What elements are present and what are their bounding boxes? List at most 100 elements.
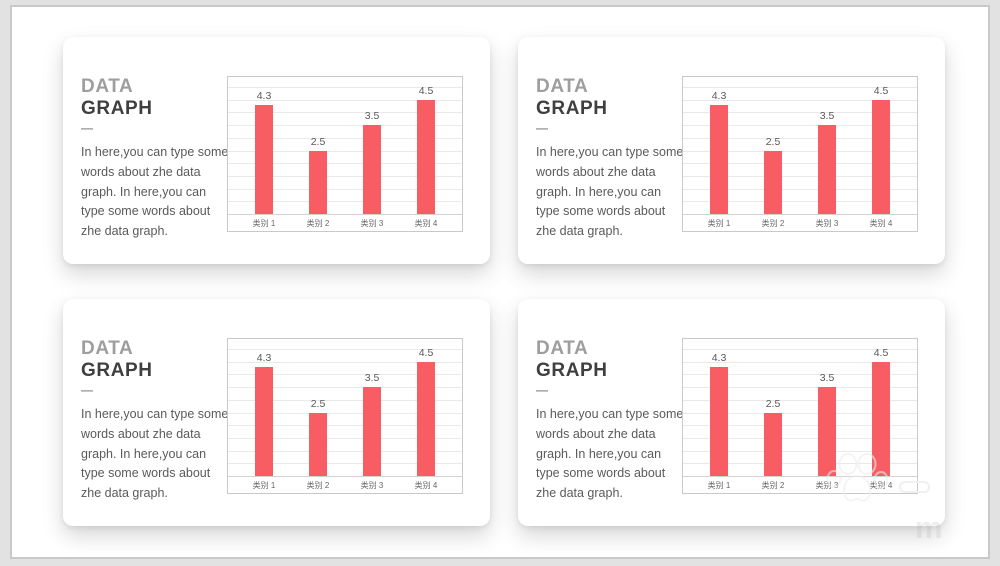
card-body-text: In here,you can type some words about zh…: [536, 407, 684, 501]
category-label: 类别 1: [707, 219, 731, 228]
chart-gridline: [683, 163, 917, 165]
chart-gridline: [228, 412, 462, 414]
chart-gridline: [683, 201, 917, 203]
chart-gridline: [683, 188, 917, 190]
chart-gridline: [683, 476, 917, 477]
chart-bar: [872, 361, 890, 476]
data-graph-card: DATA GRAPH — In here,you can type some w…: [63, 299, 490, 526]
chart-gridline: [683, 112, 917, 114]
card-title-dark: GRAPH: [81, 360, 153, 381]
category-label: 类别 4: [414, 481, 438, 490]
category-label: 类别 1: [707, 481, 731, 490]
chart-bar: [710, 104, 728, 214]
bar-value-label: 4.5: [873, 346, 889, 359]
chart-bar: [818, 387, 836, 476]
watermark-pill-shape: [899, 481, 930, 493]
card-title-gray: DATA: [81, 76, 134, 97]
card-title-gray: DATA: [81, 338, 134, 359]
bar-chart: 4.3 类别 1 2.5 类别 2 3.5 类别 3 4.5 类别 4: [682, 338, 918, 494]
bar-value-label: 4.5: [418, 84, 434, 97]
category-label: 类别 1: [252, 481, 276, 490]
chart-gridline: [683, 412, 917, 414]
chart-bar: [872, 99, 890, 214]
card-text-block: DATA GRAPH — In here,you can type some w…: [81, 76, 231, 242]
chart-bar: [309, 412, 327, 476]
chart-gridline: [228, 374, 462, 376]
watermark-letter: m: [915, 510, 943, 545]
chart-bar: [255, 366, 273, 476]
bar-value-label: 2.5: [310, 135, 326, 148]
title-divider-dash: —: [81, 121, 93, 135]
category-label: 类别 3: [815, 481, 839, 490]
category-label: 类别 4: [414, 219, 438, 228]
card-body-text: In here,you can type some words about zh…: [81, 407, 229, 501]
chart-gridline: [228, 87, 462, 88]
chart-bar: [818, 125, 836, 214]
data-graph-card: DATA GRAPH — In here,you can type some w…: [518, 299, 945, 526]
chart-gridline: [683, 125, 917, 127]
card-text-block: DATA GRAPH — In here,you can type some w…: [81, 338, 231, 504]
bar-chart: 4.3 类别 1 2.5 类别 2 3.5 类别 3 4.5 类别 4: [682, 76, 918, 232]
bar-value-label: 4.3: [256, 89, 272, 102]
paw-print-icon: [826, 453, 888, 502]
chart-gridline: [228, 125, 462, 127]
category-label: 类别 1: [252, 219, 276, 228]
bar-chart: 4.3 类别 1 2.5 类别 2 3.5 类别 3 4.5 类别 4: [227, 338, 463, 494]
category-label: 类别 2: [306, 219, 330, 228]
chart-bar: [764, 150, 782, 214]
chart-gridline: [683, 425, 917, 427]
chart-bar: [309, 150, 327, 214]
category-label: 类别 2: [306, 481, 330, 490]
bar-value-label: 3.5: [364, 110, 380, 123]
bar-value-label: 3.5: [819, 372, 835, 385]
chart-gridline: [228, 137, 462, 139]
chart-gridline: [228, 188, 462, 190]
card-body-text: In here,you can type some words about zh…: [81, 145, 229, 239]
title-divider-dash: —: [536, 383, 548, 397]
chart-gridline: [683, 450, 917, 452]
bar-value-label: 2.5: [765, 135, 781, 148]
chart-gridline: [228, 99, 462, 101]
chart-gridline: [683, 437, 917, 439]
chart-gridline: [228, 463, 462, 465]
chart-gridline: [683, 175, 917, 177]
category-label: 类别 3: [815, 219, 839, 228]
chart-gridline: [228, 437, 462, 439]
chart-gridline: [228, 201, 462, 203]
title-divider-dash: —: [81, 383, 93, 397]
chart-gridline: [228, 214, 462, 215]
chart-gridline: [228, 450, 462, 452]
bar-value-label: 4.3: [711, 351, 727, 364]
chart-bar: [255, 104, 273, 214]
chart-gridline: [228, 175, 462, 177]
chart-bar: [710, 366, 728, 476]
chart-gridline: [683, 137, 917, 139]
chart-gridline: [683, 374, 917, 376]
bar-value-label: 4.5: [873, 84, 889, 97]
chart-gridline: [228, 163, 462, 165]
category-label: 类别 2: [761, 481, 785, 490]
chart-bar: [363, 125, 381, 214]
chart-gridline: [228, 112, 462, 114]
chart-gridline: [228, 387, 462, 389]
card-title-dark: GRAPH: [81, 98, 153, 119]
card-text-block: DATA GRAPH — In here,you can type some w…: [536, 76, 686, 242]
chart-gridline: [683, 361, 917, 363]
chart-gridline: [683, 399, 917, 401]
chart-bar: [417, 99, 435, 214]
chart-gridline: [683, 349, 917, 350]
title-divider-dash: —: [536, 121, 548, 135]
category-label: 类别 3: [360, 219, 384, 228]
card-title-gray: DATA: [536, 76, 589, 97]
chart-gridline: [228, 476, 462, 477]
category-label: 类别 4: [869, 219, 893, 228]
category-label: 类别 4: [869, 481, 893, 490]
bar-chart: 4.3 类别 1 2.5 类别 2 3.5 类别 3 4.5 类别 4: [227, 76, 463, 232]
chart-gridline: [228, 349, 462, 350]
chart-bar: [417, 361, 435, 476]
bar-value-label: 2.5: [765, 397, 781, 410]
chart-gridline: [683, 87, 917, 88]
data-graph-card: DATA GRAPH — In here,you can type some w…: [518, 37, 945, 264]
